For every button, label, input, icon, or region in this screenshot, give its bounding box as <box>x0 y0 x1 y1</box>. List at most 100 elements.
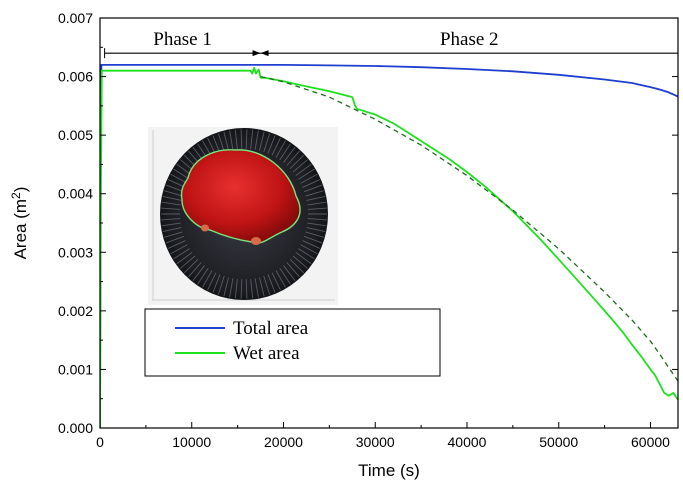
y-axis: 0.000 0.001 0.002 0.003 0.004 0.005 0.006 0.007 <box>58 10 678 436</box>
dish-rib <box>170 173 188 184</box>
phase-annotations: Phase 1 Phase 2 <box>104 29 678 59</box>
y-tick-label: 0.000 <box>58 420 93 436</box>
dish-rib <box>292 255 308 269</box>
dish-rib <box>289 154 305 169</box>
dish-rib <box>161 218 181 221</box>
legend-label-total-area: Total area <box>233 318 309 339</box>
dish-rib <box>164 231 183 238</box>
dish-rib <box>307 218 327 221</box>
dish-rib <box>167 240 186 249</box>
dish-radial-lines <box>161 129 327 299</box>
dish-rib <box>298 168 315 180</box>
dish-rib <box>271 272 281 291</box>
wet-area-blob <box>180 149 301 244</box>
dish-rib <box>207 272 217 291</box>
dish-rib <box>234 129 238 150</box>
dish-rib <box>298 248 315 260</box>
dish-rib <box>302 179 321 188</box>
dish-rib <box>254 278 259 298</box>
y-tick-label: 0.001 <box>58 361 93 377</box>
phase-label: Phase 2 <box>440 29 499 50</box>
dish-rib <box>263 133 271 153</box>
dish-rib <box>161 207 181 210</box>
dish-rib <box>223 277 229 297</box>
dish-rib <box>202 270 213 288</box>
dish-rib <box>161 222 181 227</box>
dish-rib <box>307 207 327 210</box>
y-tick-label: 0.003 <box>58 244 93 260</box>
dish-rib <box>295 252 312 265</box>
y-axis-title: Area (m2) <box>9 187 30 260</box>
dish-rib <box>183 259 199 274</box>
phase1-arrowhead <box>252 50 261 57</box>
legend-label-wet-area: Wet area <box>233 343 300 364</box>
phase2-arrowhead <box>260 50 269 57</box>
dish-rib <box>223 131 229 151</box>
dish-rib <box>289 259 305 274</box>
series-line-fit <box>260 75 678 382</box>
dish-rib <box>245 279 248 299</box>
legend-box <box>144 308 441 377</box>
dish-rib <box>245 129 248 149</box>
x-tick-label: 30000 <box>356 434 395 450</box>
dish-rib <box>217 275 225 295</box>
legend: Total area Wet area <box>144 308 441 377</box>
dish-rib <box>307 201 327 206</box>
blob-spot-bottom <box>251 237 261 245</box>
dish-rib <box>302 240 321 249</box>
dish-rib <box>286 150 300 166</box>
x-axis: 0 10000 20000 30000 40000 50000 60000 <box>96 422 670 450</box>
x-tick-label: 0 <box>96 434 104 450</box>
dish-rib <box>197 267 209 285</box>
dish-rib <box>259 277 265 297</box>
dish-rib <box>300 244 318 255</box>
dish-rib <box>292 159 308 173</box>
dish-rib <box>165 184 185 193</box>
dish-rib <box>180 255 196 269</box>
dish-rib <box>283 265 296 281</box>
dish-rib <box>229 278 234 298</box>
dish-rib <box>250 129 254 150</box>
dish-rib <box>162 227 182 233</box>
y-tick-label: 0.002 <box>58 303 93 319</box>
dish-rib <box>303 184 323 193</box>
y-tick-label: 0.007 <box>58 10 93 26</box>
dish-rib <box>279 267 291 285</box>
dish-rib <box>212 274 221 293</box>
dish-rib <box>307 222 327 227</box>
y-tick-label: 0.005 <box>58 127 93 143</box>
x-tick-label: 60000 <box>631 434 670 450</box>
dish-rib <box>306 227 326 233</box>
dish-rib <box>267 274 276 293</box>
dish-rib <box>173 168 190 180</box>
dish-rib <box>283 147 296 163</box>
dish-rib <box>267 135 276 154</box>
blob-spot-left <box>201 224 209 232</box>
dish-rib <box>263 275 271 295</box>
phase-label: Phase 1 <box>153 29 212 50</box>
dish-rib <box>279 143 291 161</box>
dish-rib <box>275 140 286 158</box>
series-group <box>100 64 678 428</box>
dish-rib <box>300 173 318 184</box>
dish-rib <box>240 279 243 299</box>
dish-rib <box>192 265 205 281</box>
x-tick-label: 20000 <box>264 434 303 450</box>
series-line-total-area <box>100 64 678 428</box>
x-tick-label: 40000 <box>448 434 487 450</box>
dish-rib <box>286 262 300 278</box>
dish-rib <box>250 278 254 299</box>
dish-rib <box>305 190 324 197</box>
dish-rib <box>170 244 188 255</box>
dish-rib <box>295 163 312 176</box>
dish-rib <box>306 195 326 201</box>
dish-rib <box>229 130 234 150</box>
dish-rib <box>165 235 185 244</box>
dish-rib <box>305 231 324 238</box>
dish-rib <box>271 137 281 156</box>
y-tick-label: 0.004 <box>58 186 93 202</box>
dish-rib <box>188 262 202 278</box>
dish-rib <box>217 133 225 153</box>
dish-rib <box>234 278 238 299</box>
